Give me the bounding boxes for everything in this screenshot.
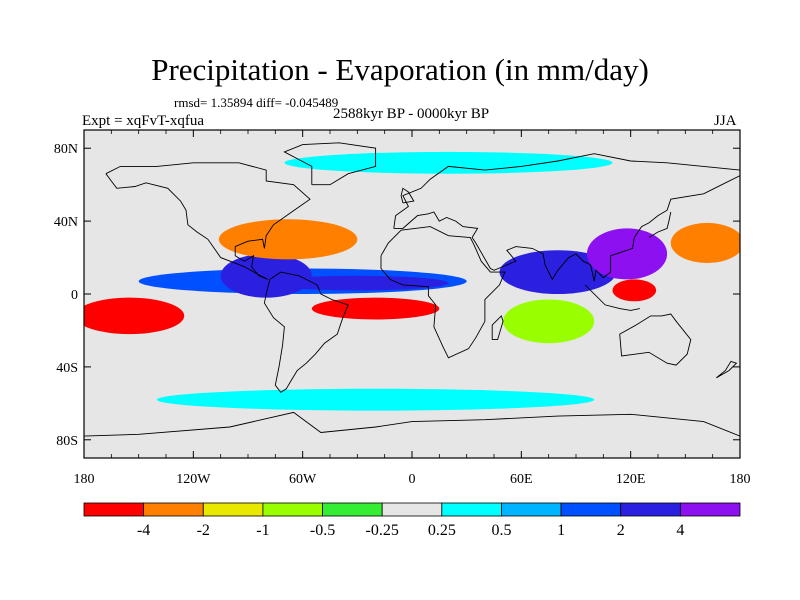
colorbar-swatch <box>83 502 145 517</box>
coastline-asia-south <box>393 175 740 282</box>
colorbar-label: 4 <box>676 522 684 539</box>
stats-label: rmsd= 1.35894 diff= -0.045489 <box>174 95 339 110</box>
field-north-subtropical-atlantic <box>218 219 358 260</box>
y-axis: 80N 40N 0 40S 80S <box>54 142 740 449</box>
colorbar-label: 2 <box>617 522 625 539</box>
y-tick-label: 0 <box>71 288 78 303</box>
colorbar-label: -1 <box>256 522 269 539</box>
coastline-new-zealand <box>716 360 738 379</box>
coastline-australia <box>619 313 692 366</box>
x-tick-label: 180 <box>74 472 95 487</box>
experiment-label: Expt = xqFvT-xqfua <box>82 113 205 129</box>
x-tick-label: 120E <box>616 472 646 487</box>
coastline-south-america <box>263 271 349 394</box>
coastline-greenland <box>283 142 377 186</box>
x-tick-label: 60E <box>510 472 533 487</box>
season-label: JJA <box>714 113 737 129</box>
y-tick-label: 40N <box>54 215 78 230</box>
field-northwest-pacific-dry <box>670 222 740 264</box>
field-west-pacific-wet <box>586 228 668 280</box>
colorbar-swatch <box>202 502 264 517</box>
colorbar-swatch <box>501 502 562 517</box>
y-tick-label: 80S <box>56 434 78 449</box>
colorbar-swatch <box>560 502 622 517</box>
coastline-uk <box>400 187 415 204</box>
colorbar-label: 0.25 <box>428 522 456 539</box>
field-layer <box>84 151 740 411</box>
colorbar-label: 1 <box>557 522 565 539</box>
colorbar-swatch <box>679 502 741 517</box>
colorbar-label: -0.25 <box>366 522 399 539</box>
colorbar-swatch <box>143 502 204 517</box>
coastline-eurasia <box>393 153 740 229</box>
x-tick-label: 180 <box>730 472 751 487</box>
y-tick-label: 80N <box>54 142 78 157</box>
colorbar-label: -4 <box>137 522 150 539</box>
coastline-north-america <box>105 162 311 280</box>
field-east-pacific-dry <box>84 297 185 335</box>
coastline-madagascar <box>491 315 504 341</box>
colorbar-swatch <box>381 502 443 517</box>
x-tick-label: 0 <box>409 472 416 487</box>
colorbar: -4 -2 -1 -0.5 -0.25 0.25 0.5 1 2 4 <box>83 502 741 539</box>
y-tick-label: 40S <box>56 361 78 376</box>
colorbar-label: -2 <box>197 522 210 539</box>
field-maritime-continent-dry <box>612 279 657 302</box>
chart-title: Precipitation - Evaporation (in mm/day) <box>151 52 649 87</box>
colorbar-label: 0.5 <box>491 522 511 539</box>
x-tick-label: 60W <box>289 472 317 487</box>
period-label: 2588kyr BP - 0000kyr BP <box>332 106 490 122</box>
coastline-antarctica <box>84 411 740 437</box>
colorbar-swatch <box>322 502 383 517</box>
field-arctic-wet <box>284 151 613 174</box>
coastline-layer <box>84 142 740 437</box>
coastline-japan <box>648 211 672 238</box>
field-central-america-wet <box>220 253 312 298</box>
field-south-tropical-atlantic <box>311 297 440 320</box>
coastline-africa <box>380 226 506 359</box>
coastline-indonesia <box>584 284 640 311</box>
field-indian-ocean-wet <box>499 250 617 294</box>
field-south-indian-dry <box>503 299 595 344</box>
field-itcz-atlantic-core <box>266 275 449 291</box>
x-axis: 180 120W 60W 0 60E 120E 180 <box>74 130 751 487</box>
field-southern-ocean-wet <box>156 388 595 411</box>
colorbar-swatch <box>262 502 323 517</box>
colorbar-swatch <box>441 502 502 517</box>
colorbar-swatch <box>620 502 681 517</box>
colorbar-label: -0.5 <box>310 522 335 539</box>
x-tick-label: 120W <box>176 472 211 487</box>
